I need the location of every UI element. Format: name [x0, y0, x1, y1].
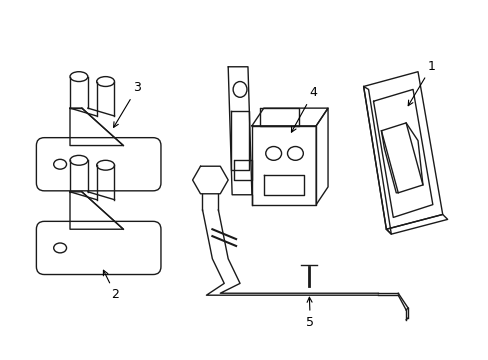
Text: 3: 3 [113, 81, 141, 127]
Text: 2: 2 [103, 270, 119, 301]
Text: 1: 1 [407, 60, 435, 106]
Text: 4: 4 [291, 86, 317, 132]
Text: 5: 5 [305, 297, 314, 329]
